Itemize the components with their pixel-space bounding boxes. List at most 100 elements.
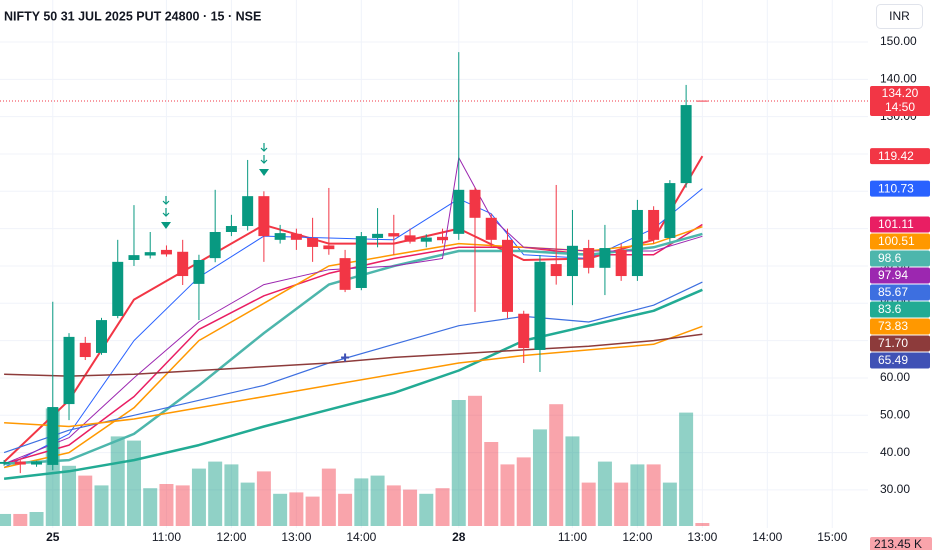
line-label: 83.6 <box>878 302 902 316</box>
line-label: 71.70 <box>878 336 908 350</box>
y-tick-label: 60.00 <box>880 370 910 384</box>
candle-body <box>112 261 124 316</box>
candle-body <box>648 209 660 240</box>
line-label: 110.73 <box>878 181 914 195</box>
candle-body <box>79 342 91 358</box>
x-tick-label: 12:00 <box>216 530 246 544</box>
candle-body <box>469 189 481 218</box>
line-label: 73.83 <box>878 319 908 333</box>
indicator-line <box>3 225 703 469</box>
x-tick-label: 11:00 <box>558 530 587 544</box>
volume-bar <box>0 513 12 526</box>
indicator-line <box>3 281 703 454</box>
volume-bar <box>500 464 515 526</box>
candle-body <box>680 105 692 184</box>
volume-bar <box>597 461 612 526</box>
candle-body <box>615 249 627 277</box>
volume-bar <box>338 493 353 526</box>
volume-bar <box>451 400 466 526</box>
candles <box>0 52 708 474</box>
line-label-bg <box>870 216 930 233</box>
indicator-line <box>4 333 703 377</box>
candle-body <box>534 261 546 350</box>
candle-body <box>209 231 221 259</box>
indicator-cross <box>341 353 350 362</box>
x-tick-label: 13:00 <box>281 530 311 544</box>
volume-bar <box>695 523 710 526</box>
volume-bar <box>110 436 125 526</box>
candle-body <box>388 233 400 237</box>
candle-body <box>63 336 75 405</box>
volume-bar <box>224 464 239 526</box>
indicator-lines <box>0 100 868 480</box>
x-tick-label: 25 <box>46 530 60 544</box>
candle-body <box>696 100 708 102</box>
volume-bar <box>354 478 369 526</box>
x-tick-label: 12:00 <box>622 530 652 544</box>
volume-bar <box>13 513 28 526</box>
volume-bar <box>143 488 158 526</box>
x-tick-label: 14:00 <box>752 530 782 544</box>
volume-bar <box>62 465 77 526</box>
candle-body <box>225 226 237 232</box>
line-label-bg <box>870 250 930 267</box>
indicator-line <box>4 325 703 428</box>
x-tick-label: 13:00 <box>687 530 717 544</box>
signal-arrow <box>162 143 268 217</box>
volume-bar <box>126 440 141 526</box>
indicator-line <box>3 157 703 465</box>
volume-bar <box>159 484 174 526</box>
currency-button[interactable] <box>876 4 923 29</box>
candle-body <box>128 255 140 260</box>
volume-bar <box>256 471 271 526</box>
candle-body <box>550 264 562 277</box>
line-label-bg <box>870 148 930 165</box>
y-tick-label: 140.00 <box>880 71 917 85</box>
line-label-bg <box>870 352 930 369</box>
volume-bar <box>321 468 336 526</box>
candle-body <box>437 236 449 241</box>
x-tick-label: 14:00 <box>346 530 376 544</box>
candle-body <box>599 248 611 268</box>
candle-body <box>501 239 513 312</box>
chart-title: NIFTY 50 31 JUL 2025 PUT 24800 · 15 · NS… <box>4 9 261 23</box>
candle-body <box>566 245 578 277</box>
volume-bar <box>175 485 190 526</box>
volume-bar <box>191 468 206 526</box>
indicator-line <box>3 288 703 480</box>
signal-markers <box>161 143 269 229</box>
volume-bar <box>614 482 629 526</box>
candle-body <box>664 183 676 238</box>
volume-bar <box>662 482 677 526</box>
candle-body <box>47 407 59 465</box>
line-label-bg <box>870 301 930 318</box>
line-label: 65.49 <box>878 353 908 367</box>
y-tick-label: 30.00 <box>880 482 910 496</box>
line-label: 100.51 <box>878 234 915 248</box>
candle-body <box>307 237 319 247</box>
countdown: 14:50 <box>885 100 915 114</box>
volume-bar <box>240 482 255 526</box>
volume-bar <box>403 489 418 526</box>
volume-bar <box>305 496 320 526</box>
candle-body <box>583 248 595 268</box>
volume-bar <box>484 442 499 526</box>
volume-bar <box>78 475 93 526</box>
y-tick-label: 50.00 <box>880 407 910 421</box>
volume-bar <box>208 461 223 526</box>
candle-body <box>420 237 432 242</box>
candle-body <box>485 217 497 240</box>
volume-label-bg <box>870 537 932 550</box>
x-tick-label: 28 <box>452 530 466 544</box>
line-label-bg <box>870 284 930 301</box>
candle-body <box>0 461 10 464</box>
currency[interactable]: INR <box>889 9 910 23</box>
candle-body <box>355 236 367 288</box>
y-tick-label: 150.00 <box>880 34 917 48</box>
candle-body <box>518 313 530 349</box>
volume-bar <box>94 485 109 526</box>
candle-body <box>31 461 43 465</box>
